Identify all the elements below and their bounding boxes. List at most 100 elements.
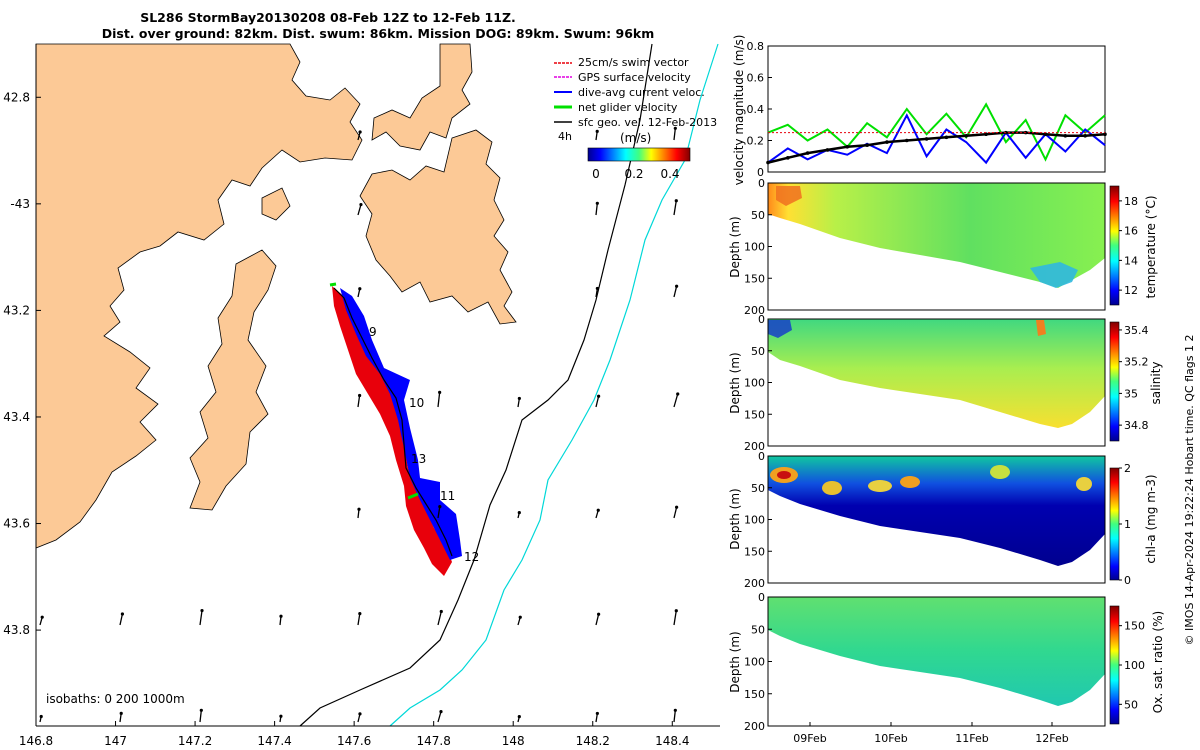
velocity-point — [1043, 132, 1048, 136]
dive-label: 9 — [369, 325, 377, 339]
geo-arrow-head — [119, 711, 123, 715]
depth-tick-label: 150 — [744, 688, 765, 701]
velocity-point — [1063, 133, 1068, 138]
map-x-tick-label: 148.2 — [576, 734, 610, 748]
salinity-fresh-surface — [768, 320, 792, 338]
depth-tick-label: 200 — [744, 440, 765, 453]
depth-tick-label: 50 — [751, 345, 765, 358]
geo-arrow — [595, 396, 600, 408]
dive-label: 10 — [409, 396, 424, 410]
isobath-200m — [299, 43, 653, 727]
time-tick-label: 12Feb — [1035, 732, 1068, 745]
geo-arrow-head — [517, 396, 521, 401]
temperature-section-fill — [768, 183, 1105, 288]
geo-arrow-head — [358, 712, 362, 716]
chl-patch-core — [777, 471, 791, 479]
colorbar-tick-label: 35 — [1124, 387, 1138, 400]
colorbar-tick-label: 35.4 — [1124, 324, 1149, 337]
geo-arrow-head — [597, 612, 601, 616]
dive-label: 13 — [411, 452, 426, 466]
depth-tick-label: 0 — [758, 591, 765, 604]
salinity-panel: Depth (m) salinity 34.8 35 35.2 35.4 — [728, 318, 1163, 447]
legend-label: dive-avg current veloc. — [578, 86, 705, 99]
temperature-warm-surface — [776, 186, 802, 206]
isobath-1000m — [389, 43, 719, 727]
land-polygons — [35, 43, 517, 549]
depth-tick-label: 200 — [744, 577, 765, 590]
chlorophyll-maxima — [770, 465, 1092, 495]
geo-arrow — [673, 710, 676, 723]
geo-arrow-head — [357, 507, 361, 511]
legend-label: sfc geo. vel. 12-Feb-2013 — [578, 116, 717, 129]
geo-arrow — [199, 710, 202, 723]
depth-tick-label: 0 — [758, 450, 765, 463]
velocity-point — [786, 156, 790, 160]
temperature-cold-bottom — [1030, 262, 1078, 288]
map-x-tick-label: 147.8 — [416, 734, 450, 748]
geo-arrow — [119, 613, 124, 626]
land-tasman-peninsula — [359, 129, 517, 325]
velocity-point — [924, 137, 929, 141]
geo-arrow-head — [279, 614, 283, 618]
colorbar-unit-label: (m/s) — [620, 131, 651, 145]
geo-arrow — [673, 286, 678, 298]
chl-patch — [990, 465, 1010, 479]
map-x-tick-label: 146.8 — [19, 734, 53, 748]
salinity-section-fill — [768, 319, 1105, 428]
map-y-tick-label: 43.4 — [3, 410, 30, 424]
oxygen-ylabel: Depth (m) — [728, 631, 742, 692]
map-y-tick-labels: 42.8 -43 43.2 43.4 43.6 43.8 — [3, 90, 41, 637]
geo-arrow — [357, 395, 361, 408]
depth-tick-labels: 0501001502000501001502000501001502000501… — [744, 177, 772, 733]
map-x-tick-label: 147.2 — [178, 734, 212, 748]
velocity-series-line — [767, 102, 1106, 162]
map-x-tick-label: 148 — [502, 734, 525, 748]
depth-tick-label: 100 — [744, 241, 765, 254]
geo-arrow-head — [200, 608, 204, 613]
geo-arrow-head — [358, 130, 362, 134]
chlorophyll-colorbar-ticks: 0 1 2 — [1119, 462, 1131, 587]
map-y-tick-label: 43.2 — [3, 303, 30, 317]
glider-track-line — [333, 287, 453, 557]
temperature-colorbar-ticks: 12 14 16 18 — [1119, 195, 1138, 297]
velocity-point — [944, 135, 949, 140]
temperature-clabel: temperature (°C) — [1144, 196, 1158, 299]
velocity-point — [805, 151, 810, 155]
oxygen-clabel: Ox. sat. ratio (%) — [1151, 611, 1165, 713]
geo-arrow-head — [359, 202, 363, 207]
depth-tick-label: 50 — [751, 209, 765, 222]
colorbar-tick-label: 1 — [1124, 518, 1131, 531]
velocity-series — [766, 102, 1107, 165]
geo-arrow — [357, 613, 361, 626]
map-panel: 9 10 13 11 12 25cm/s swim vector GPS sur… — [3, 43, 720, 748]
oxygen-colorbar — [1109, 605, 1120, 725]
chlorophyll-clabel: chl-a (mg m-3) — [1144, 474, 1158, 563]
figure-title-line-1: SL286 StormBay20130208 08-Feb 12Z to 12-… — [140, 10, 516, 25]
velocity-point — [904, 138, 909, 143]
arrow-scale-label: 4h — [558, 130, 572, 143]
colorbar-tick-label: 14 — [1124, 254, 1138, 267]
salinity-salty-spot — [1036, 320, 1046, 336]
colorbar-tick-label: 16 — [1124, 225, 1138, 238]
velocity-panel: 0 0.2 0.4 0.6 0.8 velocity magnitude (m/s) — [732, 35, 1107, 185]
colorbar-tick: 0.4 — [660, 167, 679, 181]
depth-tick-label: 50 — [751, 482, 765, 495]
geo-arrow-head — [439, 709, 443, 714]
chl-patch — [900, 476, 920, 488]
chlorophyll-section-fill — [768, 456, 1105, 566]
velocity-point — [1083, 133, 1087, 138]
oxygen-panel: Depth (m) Ox. sat. ratio (%) 50 100 150 — [728, 596, 1165, 727]
velocity-point — [766, 160, 770, 165]
geo-arrow-head — [199, 708, 203, 712]
geo-arrow-head — [676, 392, 680, 396]
temperature-panel: Depth (m) temperature (°C) 12 14 16 18 — [728, 182, 1158, 311]
isobaths-label: isobaths: 0 200 1000m — [46, 692, 185, 706]
depth-tick-label: 100 — [744, 656, 765, 669]
chlorophyll-ylabel: Depth (m) — [728, 488, 742, 549]
geo-arrow-head — [595, 201, 599, 205]
chl-patch — [868, 480, 892, 492]
depth-tick-label: 0 — [758, 313, 765, 326]
geo-arrow — [199, 610, 203, 626]
geo-arrow-head — [517, 511, 521, 515]
